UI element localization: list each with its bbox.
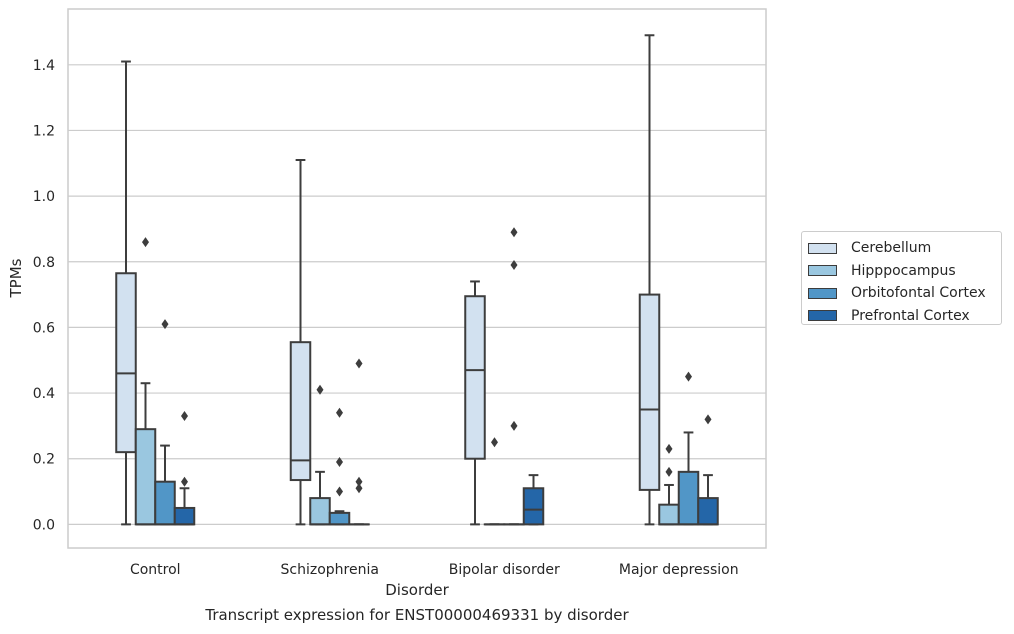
legend-label-orbitofrontal-cortex: Orbitofontal Cortex bbox=[851, 285, 986, 302]
figure-caption: Transcript expression for ENST0000046933… bbox=[205, 606, 629, 624]
legend-item-cerebellum: Cerebellum bbox=[808, 237, 1001, 260]
legend-label-cerebellum: Cerebellum bbox=[851, 240, 932, 257]
outlier-orbitofontal-cortex bbox=[685, 371, 692, 382]
box-group-schizophrenia bbox=[289, 158, 370, 526]
y-tick-label: 1.0 bbox=[33, 189, 55, 205]
legend-label-hippocampus: Hipppocampus bbox=[851, 262, 956, 279]
box-group-bipolar-disorder bbox=[464, 227, 545, 526]
legend-swatch-hippocampus bbox=[808, 265, 837, 277]
box-cerebellum bbox=[464, 295, 486, 460]
legend-item-hippocampus: Hipppocampus bbox=[808, 260, 1001, 283]
outlier-orbitofontal-cortex bbox=[510, 227, 518, 238]
outlier-prefrontal-cortex bbox=[181, 476, 188, 487]
box-plot-marks bbox=[115, 34, 719, 526]
x-tick-label: Control bbox=[130, 562, 181, 578]
outlier-orbitofontal-cortex bbox=[161, 319, 169, 330]
box-hipppocampus bbox=[309, 497, 331, 526]
box-hipppocampus bbox=[134, 428, 157, 526]
legend-label-prefrontal-cortex: Prefrontal Cortex bbox=[851, 307, 970, 324]
gridlines bbox=[68, 64, 766, 525]
x-tick-labels: Control Schizophrenia Bipolar disorder Majo… bbox=[130, 562, 739, 578]
box-prefrontal-cortex bbox=[522, 487, 545, 526]
x-axis-label: Disorder bbox=[385, 581, 449, 599]
y-tick-label: 1.4 bbox=[33, 58, 55, 74]
outlier-prefrontal-cortex bbox=[355, 483, 363, 494]
box-prefrontal-cortex bbox=[173, 506, 196, 526]
box-group-major-depression bbox=[638, 34, 719, 526]
y-tick-labels: 0.0 0.2 0.4 0.6 0.8 1.0 1.2 1.4 bbox=[33, 58, 55, 534]
box-prefrontal-cortex bbox=[697, 497, 719, 526]
box-cerebellum bbox=[115, 272, 137, 454]
y-tick-label: 0.4 bbox=[33, 386, 55, 402]
outlier-prefrontal-cortex bbox=[704, 414, 712, 425]
y-tick-label: 0.0 bbox=[33, 517, 55, 533]
x-tick-label: Schizophrenia bbox=[281, 562, 379, 578]
legend-item-prefrontal-cortex: Prefrontal Cortex bbox=[808, 305, 1001, 328]
outlier-orbitofontal-cortex bbox=[336, 486, 343, 497]
plot-frame bbox=[67, 8, 767, 549]
outlier-orbitofontal-cortex bbox=[336, 407, 343, 418]
y-tick-label: 0.2 bbox=[33, 452, 55, 468]
box-orbitofontal-cortex bbox=[328, 511, 351, 526]
legend-swatch-cerebellum bbox=[808, 242, 837, 254]
box-orbitofontal-cortex bbox=[677, 470, 700, 526]
y-tick-label: 0.6 bbox=[33, 320, 55, 336]
outlier-hipppocampus bbox=[491, 437, 498, 448]
x-tick-label: Bipolar disorder bbox=[449, 562, 560, 578]
y-tick-label: 0.8 bbox=[33, 255, 55, 271]
legend-item-orbitofrontal-cortex: Orbitofontal Cortex bbox=[808, 282, 1001, 305]
box-orbitofontal-cortex bbox=[154, 480, 176, 526]
box-hipppocampus bbox=[658, 503, 680, 526]
y-axis-label: TPMs bbox=[7, 258, 25, 298]
y-tick-label: 1.2 bbox=[33, 123, 55, 139]
outlier-hipppocampus bbox=[665, 443, 673, 454]
legend: Cerebellum Hipppocampus Orbitofontal Cor… bbox=[801, 231, 1002, 325]
x-tick-label: Major depression bbox=[619, 562, 739, 578]
box-cerebellum bbox=[289, 341, 312, 482]
box-group-control bbox=[115, 60, 196, 526]
outlier-prefrontal-cortex bbox=[181, 411, 188, 422]
outlier-hipppocampus bbox=[665, 466, 673, 477]
outlier-orbitofontal-cortex bbox=[510, 260, 518, 271]
outlier-orbitofontal-cortex bbox=[510, 420, 518, 431]
outlier-orbitofontal-cortex bbox=[336, 456, 343, 467]
legend-swatch-orbitofrontal-cortex bbox=[808, 287, 837, 299]
box-cerebellum bbox=[638, 293, 661, 491]
outlier-hipppocampus bbox=[316, 384, 324, 395]
outlier-prefrontal-cortex bbox=[355, 476, 363, 487]
outlier-prefrontal-cortex bbox=[355, 358, 363, 369]
legend-swatch-prefrontal-cortex bbox=[808, 310, 837, 322]
outlier-hipppocampus bbox=[142, 237, 149, 248]
